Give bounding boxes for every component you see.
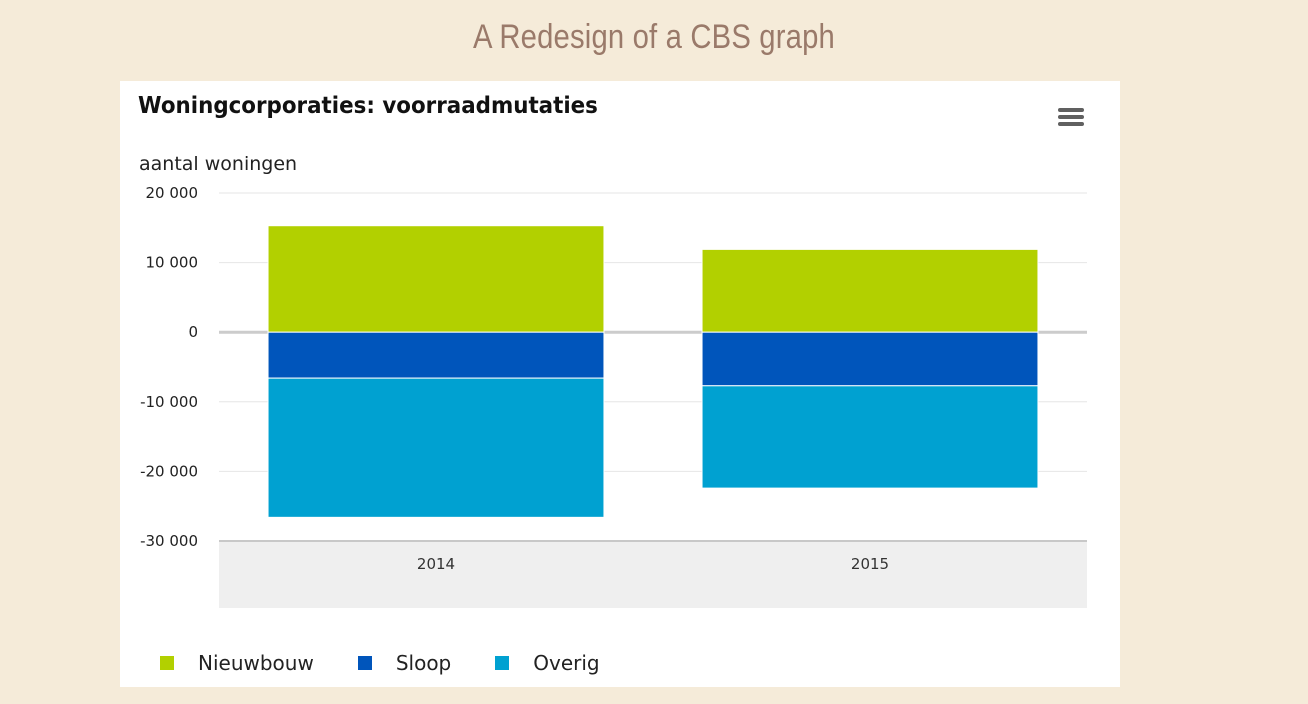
y-tick-label: 10 000	[146, 254, 199, 272]
y-tick-label: 0	[188, 323, 198, 341]
bar-nieuwbouw-2014	[267, 225, 605, 333]
y-tick-label: -10 000	[140, 393, 198, 411]
bar-sloop-2015	[701, 331, 1039, 387]
bar-overig-2015	[701, 385, 1039, 489]
y-tick-label: -30 000	[140, 532, 198, 550]
bar-nieuwbouw-2015	[701, 248, 1039, 333]
bar-sloop-2014	[267, 331, 605, 379]
legend-item-sloop[interactable]: Sloop	[357, 651, 452, 675]
y-axis-label: aantal woningen	[139, 153, 298, 175]
chart-card: Woningcorporaties: voorraadmutaties aant…	[120, 81, 1120, 687]
bar-overig-2014	[267, 377, 605, 518]
legend-label-nieuwbouw: Nieuwbouw	[198, 651, 314, 675]
legend-label-overig: Overig	[533, 651, 600, 675]
legend-item-overig[interactable]: Overig	[495, 651, 600, 675]
chart-title: Woningcorporaties: voorraadmutaties	[138, 93, 598, 119]
legend-item-nieuwbouw[interactable]: Nieuwbouw	[160, 651, 314, 675]
legend: Nieuwbouw Sloop Overig	[160, 648, 644, 678]
y-tick-label: 20 000	[146, 184, 199, 202]
x-tick-label: 2014	[417, 555, 455, 573]
legend-swatch-overig	[495, 656, 510, 670]
hamburger-menu-icon[interactable]	[1058, 108, 1084, 130]
y-tick-label: -20 000	[140, 462, 198, 480]
legend-label-sloop: Sloop	[395, 651, 452, 675]
x-axis-band	[219, 541, 1087, 608]
page-title: A Redesign of a CBS graph	[473, 18, 835, 56]
x-tick-label: 2015	[851, 555, 889, 573]
chart-plot: 20 000 10 000 0 -10 000 -20 000 -30 000 2014 20…	[140, 184, 1087, 608]
legend-swatch-sloop	[357, 656, 372, 670]
legend-swatch-nieuwbouw	[160, 656, 174, 670]
